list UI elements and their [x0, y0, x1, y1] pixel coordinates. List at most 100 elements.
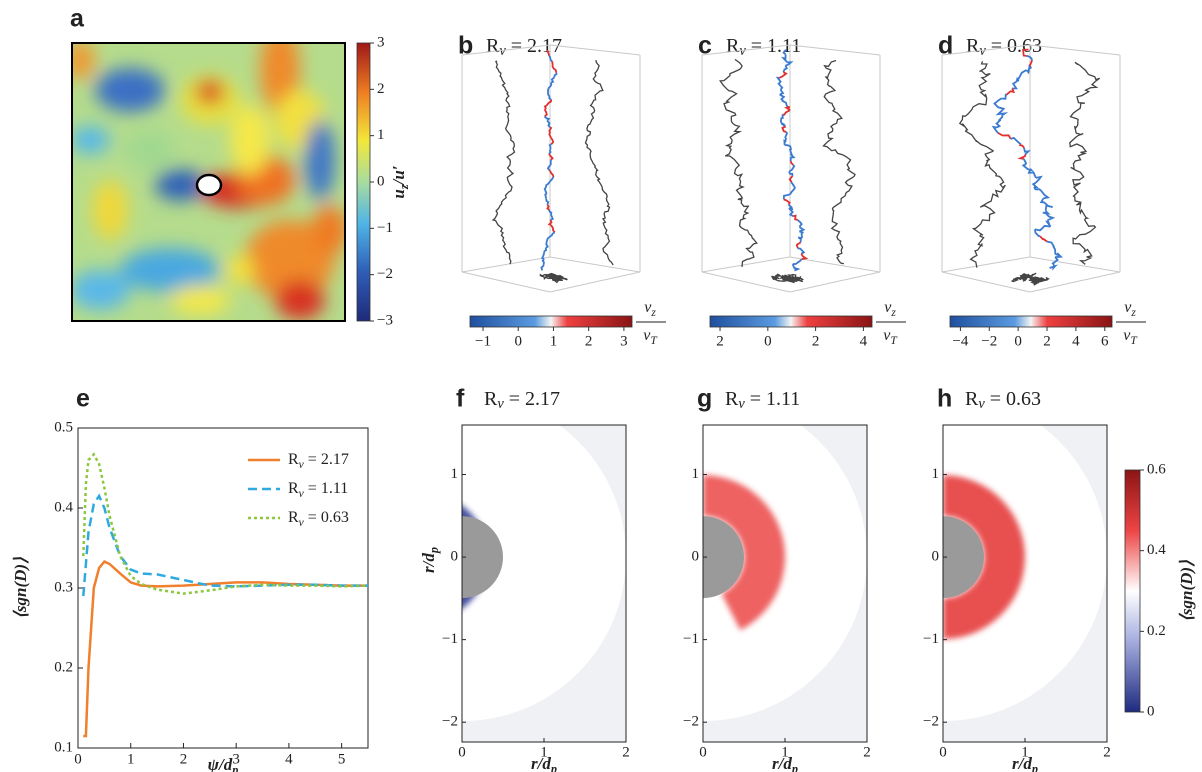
box-edge — [1029, 271, 1121, 293]
panel-label: g — [697, 385, 712, 413]
trajectory-segment — [546, 164, 552, 171]
colorbar-label-denominator: vT — [643, 327, 658, 347]
trajectory-segment — [788, 171, 794, 176]
box-edge — [941, 271, 1031, 293]
colorbar-tick-label: 0 — [1014, 333, 1022, 349]
field-blob — [245, 220, 335, 300]
panel-label: e — [76, 385, 90, 413]
series-line — [82, 493, 368, 597]
colorbar-tick-label: −2 — [377, 266, 393, 282]
colorbar-tick-label: 0.4 — [1147, 542, 1166, 558]
panel-title: Rv = 2.17 — [484, 388, 560, 413]
x-tick-label: 4 — [285, 751, 293, 767]
trajectory-segment — [782, 65, 789, 73]
projection-path — [958, 61, 1006, 268]
y-tick-label: 0.4 — [54, 499, 73, 515]
x-axis-label: r/dp — [1012, 754, 1038, 772]
trajectory-segment — [785, 61, 794, 67]
projection-path — [539, 272, 568, 284]
trajectory-segment — [993, 102, 1006, 111]
trajectory-segment — [995, 109, 1009, 117]
box-edge — [701, 256, 791, 273]
field-map — [72, 43, 345, 321]
y-tick-label: 0 — [451, 549, 459, 565]
trajectory-segment — [798, 225, 806, 233]
map — [703, 425, 867, 742]
trajectory-segment — [779, 89, 785, 96]
colorbar-tick-label: 3 — [620, 333, 628, 349]
field-blob — [305, 120, 335, 200]
field-blob — [275, 280, 325, 320]
x-tick-label: 1 — [127, 751, 135, 767]
trajectory-segment — [1027, 168, 1037, 179]
box-edge — [941, 44, 1031, 56]
y-tick-label: 0 — [932, 549, 940, 565]
trajectory-segment — [548, 55, 553, 62]
y-tick-label: −1 — [442, 631, 458, 647]
sign-region — [495, 561, 511, 585]
y-tick-label: −2 — [923, 714, 939, 730]
box-edge — [1029, 44, 1121, 56]
trajectory-segment — [1044, 219, 1052, 228]
box-edge — [789, 256, 881, 273]
y-axis-label: r/dp — [419, 547, 441, 573]
trajectory-segment — [550, 224, 556, 233]
trajectory-segment — [795, 241, 802, 249]
trajectory-segment — [1035, 175, 1043, 184]
field-blob — [120, 248, 220, 292]
field-blob — [155, 169, 205, 201]
trajectory-segment — [993, 97, 1002, 105]
trajectory-segment — [543, 109, 548, 118]
trajectory-segment — [775, 76, 782, 85]
trajectory-segment — [1017, 154, 1027, 160]
colorbar-tick-label: 2 — [585, 333, 593, 349]
y-axis-label: ⟨sgn(D)⟩ — [11, 557, 30, 619]
trajectory-segment — [777, 82, 784, 90]
trajectory-segment — [1005, 88, 1016, 96]
box-edge — [461, 256, 551, 273]
colorbar-tick-label: 1 — [377, 127, 385, 143]
trajectory-segment — [1023, 147, 1031, 156]
x-tick-label: 2 — [622, 744, 630, 760]
box-edge — [941, 256, 1031, 273]
colorbar — [709, 315, 873, 328]
colorbar-tick-label: 0 — [1147, 703, 1155, 719]
panel-label: c — [698, 32, 712, 60]
trajectory-segment — [797, 219, 803, 228]
trajectory-segment — [799, 230, 805, 239]
colorbar-tick-label: 2 — [377, 81, 385, 97]
panel-label: h — [937, 385, 952, 413]
trajectory-segment — [1033, 186, 1042, 192]
trajectory-segment — [784, 131, 789, 139]
trajectory-segment — [545, 198, 550, 206]
colorbar-label-numerator: vz — [1124, 299, 1136, 319]
colorbar-tick-label: −3 — [377, 312, 393, 328]
colorbar — [469, 315, 633, 328]
colorbar-tick-label: −4 — [952, 333, 968, 349]
trajectory-segment — [1051, 256, 1059, 266]
trajectory-segment — [792, 258, 803, 266]
trajectory-segment — [548, 143, 552, 150]
colorbar-tick-label: −1 — [377, 220, 393, 236]
y-tick-label: −1 — [683, 631, 699, 647]
trajectory-segment — [1010, 136, 1022, 146]
trajectory-segment — [1026, 55, 1033, 61]
trajectory-segment — [553, 72, 558, 78]
field-blob — [225, 255, 255, 285]
box-edge — [1029, 256, 1121, 273]
y-tick-label: 0.2 — [54, 659, 73, 675]
trajectory-segment — [779, 93, 786, 102]
trajectory-segment — [541, 252, 546, 260]
trajectory-segment — [784, 105, 791, 111]
plot-frame — [77, 427, 369, 749]
x-axis-label: ψ/dp — [208, 755, 239, 772]
y-tick-label: 0.5 — [54, 419, 73, 435]
box-edge — [701, 271, 791, 293]
box-edge — [549, 256, 641, 273]
trajectory-segment — [781, 125, 787, 133]
panel-label: f — [456, 385, 465, 413]
colorbar-tick-label: 2 — [716, 333, 724, 349]
colorbar-tick-label: −2 — [981, 333, 997, 349]
